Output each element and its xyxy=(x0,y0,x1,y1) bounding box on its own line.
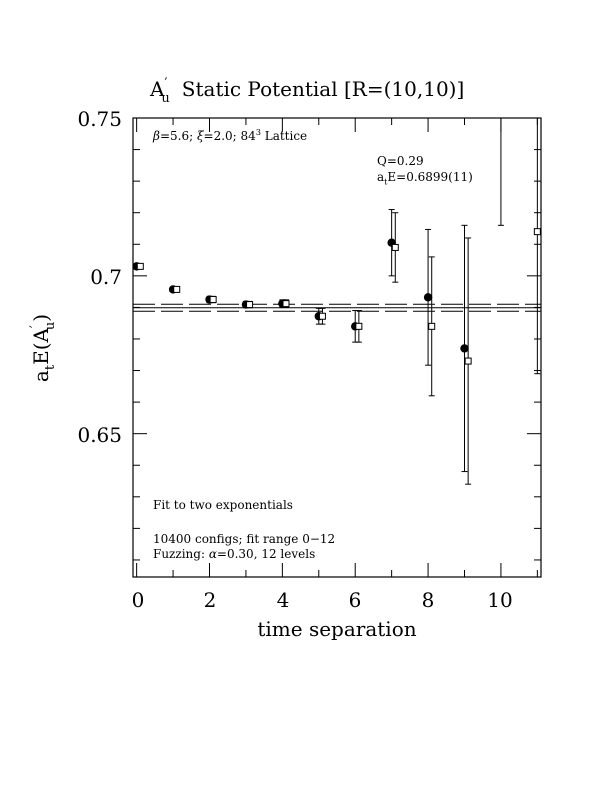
q-value-label: Q=0.29 xyxy=(377,154,424,168)
data-point-square xyxy=(428,322,436,330)
fit-band xyxy=(133,303,541,312)
x-tick-label: 8 xyxy=(422,588,435,612)
data-point-square xyxy=(173,285,181,293)
data-point-square xyxy=(282,300,290,308)
data-point-square xyxy=(209,296,217,304)
data-markers xyxy=(132,118,541,485)
data-point-square xyxy=(246,301,254,309)
x-axis-label: time separation xyxy=(257,617,416,641)
x-tick-label: 2 xyxy=(204,588,217,612)
lattice-label: β=5.6; ξ=2.0; 843 Lattice xyxy=(153,128,308,143)
x-tick-label: 6 xyxy=(349,588,362,612)
plot-frame xyxy=(132,117,542,578)
x-tick-label: 4 xyxy=(277,588,290,612)
data-point-square xyxy=(318,312,326,320)
y-tick-label: 0.65 xyxy=(77,423,122,447)
data-point-square xyxy=(355,322,363,330)
data-point-square xyxy=(464,357,472,365)
chart-title: A′ u Static Potential [R=(10,10)] xyxy=(149,76,464,106)
y-axis-label: atE(A′u) xyxy=(28,314,58,382)
data-point-circle xyxy=(423,293,433,302)
x-tick-label: 10 xyxy=(487,588,512,612)
y-tick-label: 0.7 xyxy=(90,265,122,289)
data-point-circle xyxy=(460,344,469,353)
fuzzing-label: Fuzzing: α=0.30, 12 levels xyxy=(153,547,316,561)
data-point-square xyxy=(533,228,541,236)
fit-value-label: atE=0.6899(11) xyxy=(377,170,473,187)
x-tick-label: 0 xyxy=(132,588,145,612)
data-point-square xyxy=(136,262,144,270)
y-tick-label: 0.75 xyxy=(77,107,122,131)
fit-description: Fit to two exponentials xyxy=(153,498,293,512)
configs-label: 10400 configs; fit range 0−12 xyxy=(153,532,336,546)
data-point-square xyxy=(391,243,399,251)
